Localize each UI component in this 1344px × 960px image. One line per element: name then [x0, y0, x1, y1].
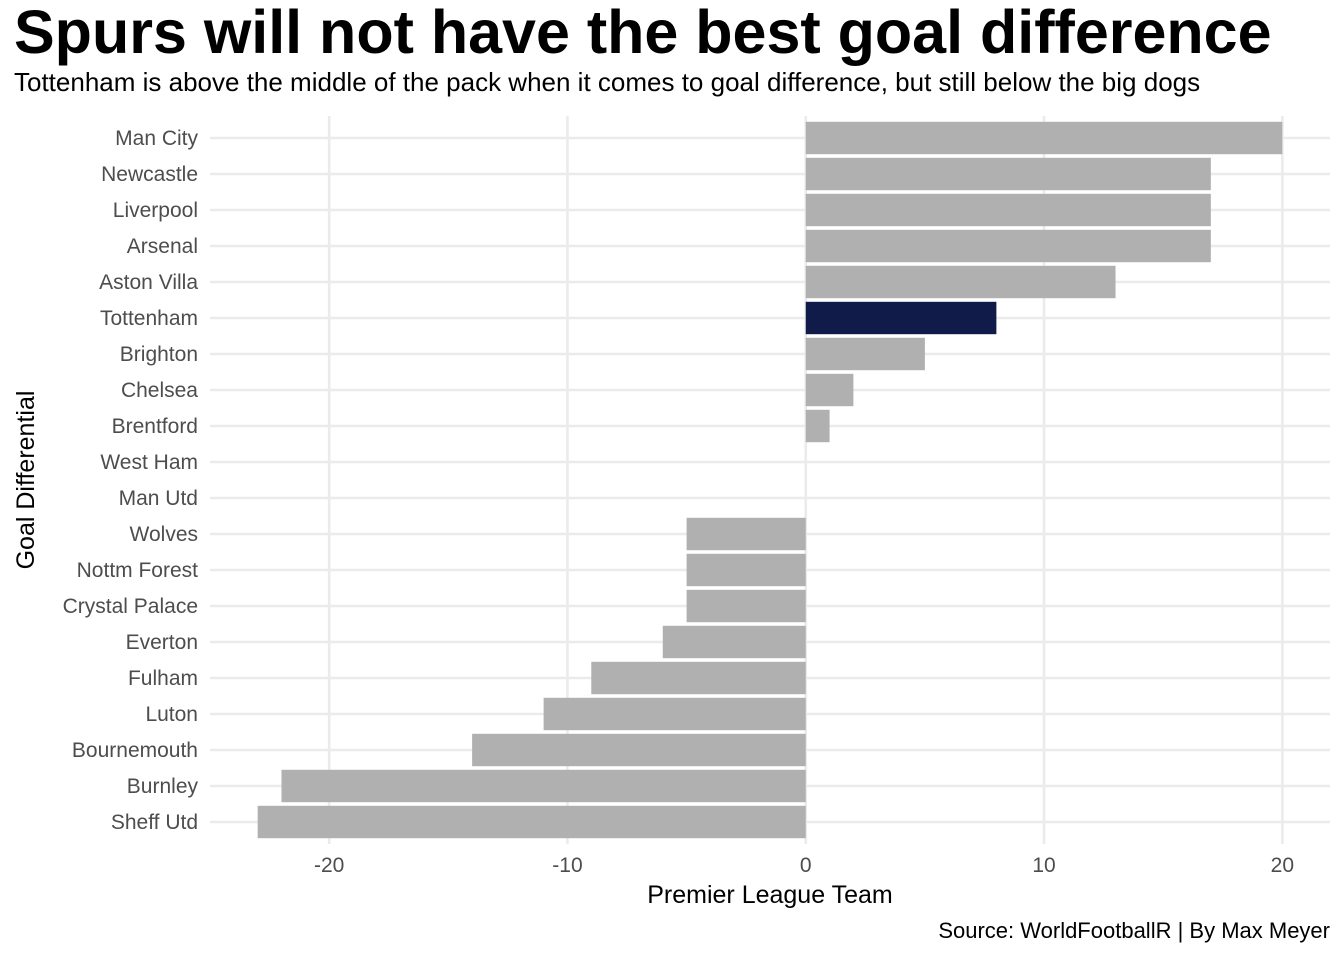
bar-sheff-utd [257, 805, 806, 839]
bar-crystal-palace [686, 589, 806, 623]
chart-caption: Source: WorldFootballR | By Max Meyer [938, 918, 1330, 943]
bar-everton [662, 625, 806, 659]
category-label: Tottenham [100, 307, 198, 330]
bar-luton [543, 697, 806, 731]
bar-newcastle [805, 157, 1211, 191]
x-tick-label: 20 [1271, 854, 1294, 877]
category-label: Crystal Palace [63, 595, 198, 618]
bar-tottenham [805, 301, 997, 335]
bar-burnley [281, 769, 806, 803]
bar-bournemouth [472, 733, 806, 767]
category-label: Chelsea [121, 379, 198, 402]
category-label: Liverpool [113, 199, 198, 222]
x-tick-labels: -20 -10 0 10 20 [314, 854, 1294, 877]
category-label: Burnley [127, 775, 199, 798]
bar-nottm-forest [686, 553, 806, 587]
bar-fulham [591, 661, 806, 695]
category-label: West Ham [100, 451, 198, 474]
bars [257, 121, 1283, 839]
category-label: Fulham [128, 667, 198, 690]
bar-arsenal [805, 229, 1211, 263]
category-label: Newcastle [101, 163, 198, 186]
x-axis-title: Premier League Team [647, 881, 893, 909]
category-label: Sheff Utd [111, 811, 198, 834]
category-label: Nottm Forest [77, 559, 199, 582]
x-tick-label: 10 [1032, 854, 1055, 877]
category-label: Arsenal [127, 235, 198, 258]
x-tick-label: -20 [314, 854, 344, 877]
category-label: Everton [126, 631, 198, 654]
category-label: Man Utd [119, 487, 198, 510]
category-label: Aston Villa [99, 271, 198, 294]
y-axis-title: Goal Differential [12, 391, 40, 570]
category-label: Luton [145, 703, 198, 726]
category-labels: Man City Newcastle Liverpool Arsenal Aston V… [63, 127, 199, 834]
bar-liverpool [805, 193, 1211, 227]
bar-brighton [805, 337, 925, 371]
bar-man-city [805, 121, 1283, 155]
chart-title: Spurs will not have the best goal differ… [14, 0, 1272, 66]
bar-aston-villa [805, 265, 1116, 299]
bar-brentford [805, 409, 830, 443]
category-label: Wolves [130, 523, 198, 546]
chart-subtitle: Tottenham is above the middle of the pac… [14, 67, 1201, 97]
category-label: Brentford [112, 415, 198, 438]
x-tick-label: -10 [552, 854, 582, 877]
category-label: Man City [115, 127, 198, 150]
x-tick-label: 0 [800, 854, 812, 877]
category-label: Brighton [120, 343, 198, 366]
bar-wolves [686, 517, 806, 551]
bar-chelsea [805, 373, 854, 407]
category-label: Bournemouth [72, 739, 198, 762]
